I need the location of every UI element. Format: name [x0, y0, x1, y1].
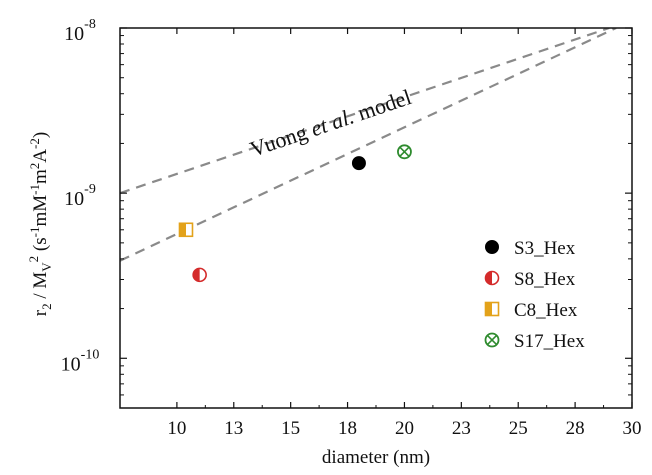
model-annotation: Vuong et al. model — [247, 84, 415, 162]
data-point-s8-hex — [192, 267, 207, 283]
legend-label: S3_Hex — [514, 238, 576, 259]
legend-label: C8_Hex — [514, 300, 578, 321]
x-tick-label: 23 — [452, 418, 471, 439]
y-tick-label: 10-10 — [61, 347, 100, 375]
legend-marker — [484, 301, 500, 317]
x-tick-label: 28 — [566, 418, 585, 439]
legend-marker — [485, 240, 499, 254]
legend-label: S17_Hex — [514, 331, 585, 352]
x-tick-label: 20 — [395, 418, 414, 439]
model-line-1 — [120, 28, 610, 195]
y-tick-label: 10-8 — [64, 17, 96, 45]
axis-ticks: 10 13 15 18 20 23 25 28 30 10-10 10-9 10-8 — [61, 17, 642, 439]
legend: S3_Hex S8_Hex C8_Hex S17_Hex — [484, 238, 585, 352]
model-lines — [120, 28, 617, 262]
legend-item-s8-hex: S8_Hex — [484, 269, 576, 290]
legend-label: S8_Hex — [514, 269, 576, 290]
y-tick-label: 10-9 — [64, 182, 96, 210]
legend-item-c8-hex: C8_Hex — [484, 300, 578, 321]
legend-item-s3-hex: S3_Hex — [485, 238, 576, 259]
data-point-s17-hex — [397, 144, 412, 160]
x-tick-label: 25 — [509, 418, 528, 439]
x-tick-label: 15 — [281, 418, 300, 439]
legend-item-s17-hex: S17_Hex — [484, 331, 585, 352]
data-markers — [178, 144, 412, 283]
x-tick-label: 18 — [338, 418, 357, 439]
legend-marker — [484, 270, 500, 286]
data-point-s3-hex — [351, 156, 366, 171]
x-tick-label: 10 — [167, 418, 186, 439]
x-tick-label: 13 — [224, 418, 243, 439]
data-point-c8-hex — [178, 222, 194, 238]
x-axis-label: diameter (nm) — [322, 447, 430, 468]
model-line-2 — [120, 28, 617, 262]
legend-marker — [484, 332, 500, 348]
x-tick-label: 30 — [623, 418, 642, 439]
y-axis-label: r2 / MV2 (s-1mM-1m2A-2) — [26, 132, 54, 316]
